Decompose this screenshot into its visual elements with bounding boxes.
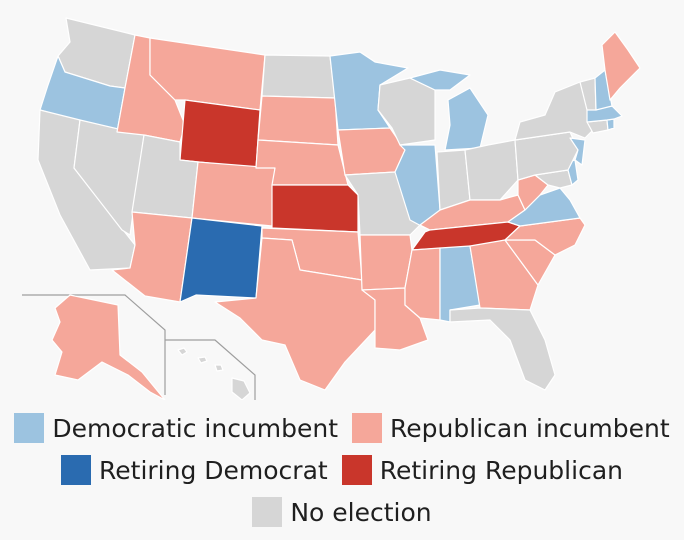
state-texas bbox=[214, 237, 376, 391]
legend-item-retiring-republican: Retiring Republican bbox=[341, 455, 623, 485]
us-senate-map bbox=[22, 17, 641, 400]
state-hawaii bbox=[177, 347, 251, 400]
legend-label: No election bbox=[290, 497, 432, 527]
inset-border-alaska bbox=[22, 294, 166, 395]
state-north-dakota bbox=[261, 54, 336, 99]
state-ohio bbox=[464, 139, 519, 201]
state-florida bbox=[449, 307, 556, 391]
legend-row-2: Retiring Democrat Retiring Republican bbox=[0, 455, 684, 485]
state-south-dakota bbox=[257, 95, 339, 146]
state-new-jersey bbox=[569, 137, 586, 166]
state-illinois bbox=[394, 144, 441, 229]
state-kansas bbox=[271, 184, 359, 233]
legend-swatch bbox=[61, 455, 92, 485]
inset-border-hawaii bbox=[165, 339, 256, 400]
legend-item-democratic-incumbent: Democratic incumbent bbox=[14, 413, 338, 443]
state-maine bbox=[601, 31, 641, 101]
state-wyoming bbox=[179, 99, 261, 169]
state-arkansas bbox=[359, 234, 413, 291]
legend-item-retiring-democrat: Retiring Democrat bbox=[61, 455, 328, 485]
state-mississippi bbox=[404, 247, 441, 321]
legend-swatch bbox=[341, 455, 372, 485]
legend-label: Republican incumbent bbox=[390, 413, 670, 443]
state-new-hampshire bbox=[594, 69, 613, 111]
legend-row-3: No election bbox=[0, 497, 684, 527]
legend-swatch bbox=[352, 413, 383, 443]
state-colorado bbox=[191, 161, 276, 227]
legend-swatch bbox=[252, 497, 283, 527]
legend-row-1: Democratic incumbent Republican incumben… bbox=[0, 413, 684, 443]
state-georgia bbox=[469, 239, 539, 311]
legend-label: Democratic incumbent bbox=[52, 413, 339, 443]
legend-swatch bbox=[14, 413, 45, 443]
state-rhode-island bbox=[606, 118, 615, 131]
legend-label: Retiring Democrat bbox=[99, 455, 328, 485]
state-alaska bbox=[51, 294, 166, 400]
legend-label: Retiring Republican bbox=[379, 455, 623, 485]
state-new-mexico bbox=[179, 217, 263, 303]
legend-item-republican-incumbent: Republican incumbent bbox=[352, 413, 670, 443]
state-indiana bbox=[436, 149, 471, 211]
legend-item-no-election: No election bbox=[252, 497, 432, 527]
